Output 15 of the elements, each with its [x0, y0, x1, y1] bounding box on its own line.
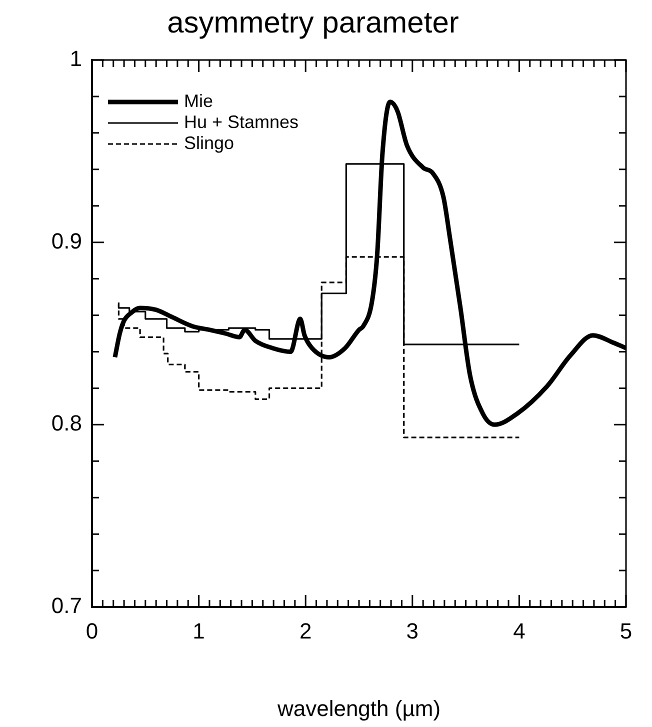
x-tick-label: 3 — [406, 618, 419, 644]
x-tick-label: 2 — [299, 618, 312, 644]
x-tick-label: 1 — [192, 618, 205, 644]
legend-label: Slingo — [184, 132, 234, 153]
legend-label: Hu + Stamnes — [184, 112, 299, 132]
x-tick-label: 0 — [86, 618, 98, 644]
x-tick-label: 5 — [620, 618, 632, 644]
chart-title: asymmetry parameter — [167, 6, 459, 40]
legend-label: Mie — [184, 90, 214, 111]
y-tick-label: 1 — [70, 46, 82, 72]
x-axis-title: wavelength (µm) — [276, 696, 441, 721]
y-tick-label: 0.9 — [51, 228, 82, 254]
x-tick-label: 4 — [513, 618, 526, 644]
y-tick-label: 0.8 — [51, 410, 82, 436]
y-tick-label: 0.7 — [51, 593, 82, 618]
